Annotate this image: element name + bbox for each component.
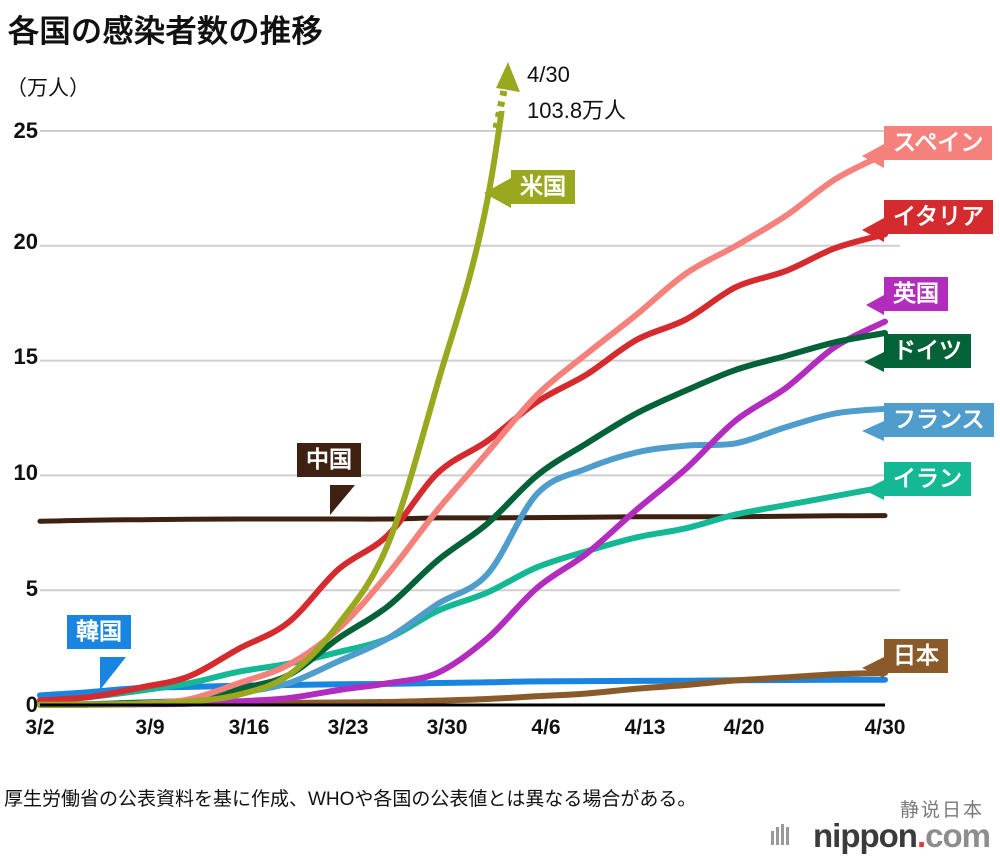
page-title: 各国の感染者数の推移 <box>8 14 323 49</box>
ytick-10: 10 <box>13 460 38 485</box>
callout-pointer-us <box>484 178 511 208</box>
xtick-3-2: 3/2 <box>25 716 55 739</box>
watermark-bars-icon <box>771 824 789 845</box>
xtick-3-16: 3/16 <box>228 716 270 739</box>
ytick-20: 20 <box>13 229 38 254</box>
watermark-cn-text: 静说日本 <box>899 800 984 821</box>
callout-pointer-france <box>862 421 884 441</box>
callout-pointers <box>100 144 884 690</box>
watermark-tld: com <box>925 817 991 854</box>
ytick-25: 25 <box>13 118 38 143</box>
callout-pointer-italy <box>862 218 884 242</box>
series-line-スペイン <box>37 151 888 708</box>
us-annotation-date: 4/30 <box>527 62 570 87</box>
watermark: 静说日本 nippon.com <box>764 795 994 855</box>
series-label-spain: スペイン <box>884 126 993 161</box>
source-note: 厚生労働省の公表資料を基に作成、WHOや各国の公表値とは異なる場合がある。 <box>4 789 697 810</box>
y-axis-unit-label: （万人） <box>6 77 90 100</box>
callout-pointer-spain <box>862 144 884 168</box>
us-dotted-line <box>492 85 509 129</box>
us-annotation-value: 103.8万人 <box>527 98 627 123</box>
series-line-イタリア <box>37 231 888 704</box>
series-line-英国 <box>37 318 888 708</box>
us-arrowhead-icon <box>496 62 520 92</box>
series-line-中国 <box>37 513 888 524</box>
xtick-4-20: 4/20 <box>723 716 765 739</box>
series-line-米国 <box>37 111 505 708</box>
callout-pointer-china <box>330 485 355 515</box>
series-label-france: フランス <box>884 403 994 438</box>
callout-pointer-iran <box>864 480 884 500</box>
watermark-dot: . <box>916 817 926 854</box>
callout-pointer-japan <box>862 657 884 678</box>
series-line-イラン <box>37 483 888 705</box>
ytick-5: 5 <box>25 576 38 601</box>
xtick-3-9: 3/9 <box>135 716 165 739</box>
callout-korea: 韓国 <box>67 615 131 650</box>
callout-pointer-korea <box>100 657 126 690</box>
series-label-uk: 英国 <box>884 277 948 312</box>
series-paths <box>37 111 888 708</box>
series-label-germany: ドイツ <box>884 334 971 369</box>
xtick-3-30: 3/30 <box>426 716 468 739</box>
callout-us: 米国 <box>511 170 575 205</box>
xtick-3-23: 3/23 <box>327 716 369 739</box>
callout-china: 中国 <box>297 443 361 478</box>
watermark-brand: nippon.com <box>813 817 991 855</box>
watermark-brand-name: nippon <box>813 817 918 854</box>
xtick-4-13: 4/13 <box>624 716 666 739</box>
xtick-4-6: 4/6 <box>531 716 561 739</box>
callout-pointer-germany <box>864 352 884 372</box>
series-label-italy: イタリア <box>884 200 994 235</box>
series-label-japan: 日本 <box>884 639 948 674</box>
us-dotted-arrow <box>492 62 520 129</box>
xtick-4-30: 4/30 <box>864 716 906 739</box>
ytick-15: 15 <box>13 344 38 369</box>
callout-pointer-uk <box>866 295 884 315</box>
series-label-iran: イラン <box>884 462 971 497</box>
ytick-0: 0 <box>25 692 38 717</box>
